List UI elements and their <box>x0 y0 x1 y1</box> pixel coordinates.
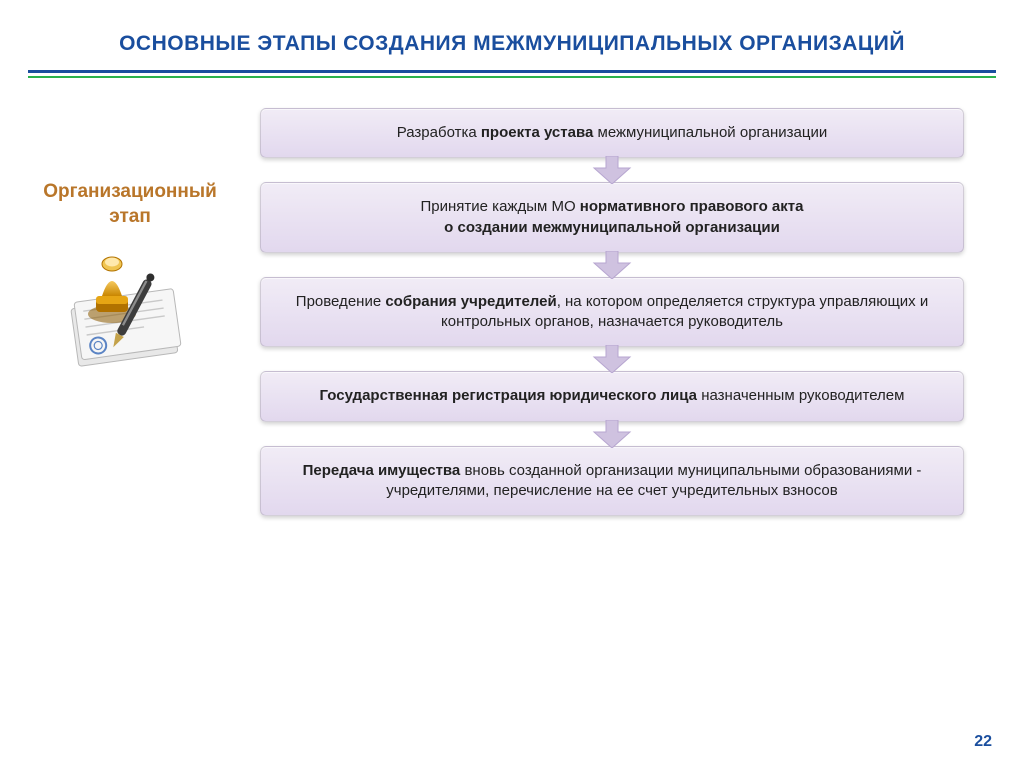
flow-arrow-icon <box>592 420 632 448</box>
flow-arrow-icon <box>592 156 632 184</box>
flow-step: Проведение собрания учредителей, на кото… <box>260 277 964 348</box>
page-number: 22 <box>974 733 992 751</box>
page-title: ОСНОВНЫЕ ЭТАПЫ СОЗДАНИЯ МЕЖМУНИЦИПАЛЬНЫХ… <box>0 0 1024 70</box>
documents-stamp-icon <box>60 248 200 368</box>
flow-column: Разработка проекта устава межмуниципальн… <box>260 108 964 516</box>
flow-step: Разработка проекта устава межмуниципальн… <box>260 108 964 158</box>
rule-blue <box>28 70 996 73</box>
side-phase-label: Организационный этап <box>20 180 240 229</box>
flow-arrow-icon <box>592 345 632 373</box>
flow-step: Передача имущества вновь созданной орган… <box>260 446 964 517</box>
flow-arrow-icon <box>592 251 632 279</box>
side-label-line1: Организационный <box>43 181 217 202</box>
flow-step: Принятие каждым МО нормативного правовог… <box>260 182 964 253</box>
side-label-line2: этап <box>109 206 151 227</box>
flow-step: Государственная регистрация юридического… <box>260 371 964 421</box>
rule-green <box>28 76 996 78</box>
content-area: Организационный этап <box>0 108 1024 516</box>
